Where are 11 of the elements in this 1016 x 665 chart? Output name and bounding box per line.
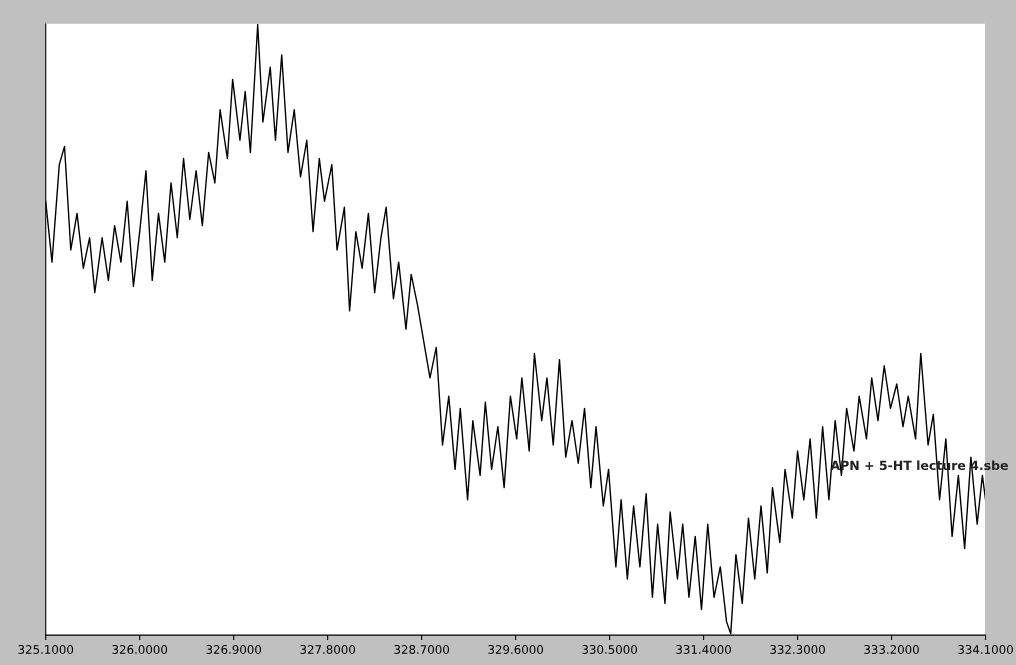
x-tick-label: 330.5000 [582,645,637,654]
x-tick-label: 327.8000 [300,645,356,654]
x-tick-label: 328.7000 [394,645,450,654]
x-tick-label: 326.0000 [112,645,168,654]
x-tick-label: 334.1000 [958,645,1013,654]
x-tick-label: 332.3000 [770,645,825,654]
x-tick-label: 333.2000 [864,645,919,654]
x-tick-label: 329.6000 [488,645,543,654]
x-tick-label: 331.4000 [676,645,731,654]
x-tick-label: 326.9000 [206,645,262,654]
x-tick-label: 325.1000 [18,645,74,654]
